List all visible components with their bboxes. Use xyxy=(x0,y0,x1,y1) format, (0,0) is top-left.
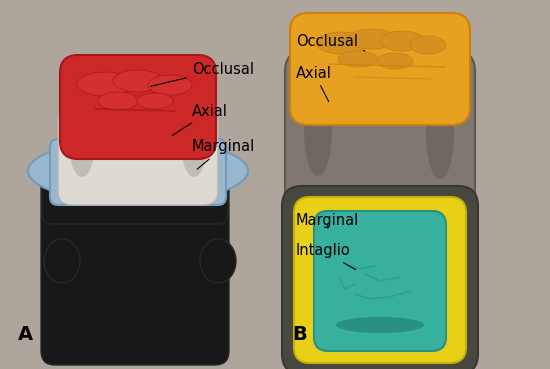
FancyBboxPatch shape xyxy=(50,139,226,205)
Ellipse shape xyxy=(426,89,454,179)
Ellipse shape xyxy=(338,51,378,67)
Text: A: A xyxy=(18,325,33,344)
FancyBboxPatch shape xyxy=(58,107,218,205)
Ellipse shape xyxy=(380,31,424,51)
Ellipse shape xyxy=(410,36,446,54)
Text: Marginal: Marginal xyxy=(192,139,255,169)
FancyBboxPatch shape xyxy=(294,197,466,363)
Ellipse shape xyxy=(182,121,206,177)
Text: Occlusal: Occlusal xyxy=(296,34,365,51)
Ellipse shape xyxy=(316,32,368,54)
Text: Axial: Axial xyxy=(296,66,332,101)
Ellipse shape xyxy=(137,93,173,109)
Ellipse shape xyxy=(200,239,236,283)
FancyBboxPatch shape xyxy=(60,55,216,159)
Ellipse shape xyxy=(304,86,332,176)
Ellipse shape xyxy=(28,139,248,203)
FancyBboxPatch shape xyxy=(290,13,470,125)
FancyBboxPatch shape xyxy=(282,186,478,369)
Text: Axial: Axial xyxy=(172,103,228,135)
Text: B: B xyxy=(292,325,307,344)
Ellipse shape xyxy=(70,121,94,177)
Ellipse shape xyxy=(98,92,138,110)
Ellipse shape xyxy=(113,70,163,92)
Ellipse shape xyxy=(348,29,396,49)
Text: Occlusal: Occlusal xyxy=(151,62,254,86)
Text: Marginal: Marginal xyxy=(296,214,359,228)
FancyBboxPatch shape xyxy=(285,51,475,211)
Ellipse shape xyxy=(77,72,133,96)
FancyBboxPatch shape xyxy=(314,211,446,351)
Ellipse shape xyxy=(44,239,80,283)
FancyBboxPatch shape xyxy=(41,167,229,365)
Text: Intaglio: Intaglio xyxy=(296,244,356,270)
Ellipse shape xyxy=(148,75,192,95)
Ellipse shape xyxy=(336,317,424,333)
Ellipse shape xyxy=(377,53,413,69)
FancyBboxPatch shape xyxy=(42,164,228,224)
